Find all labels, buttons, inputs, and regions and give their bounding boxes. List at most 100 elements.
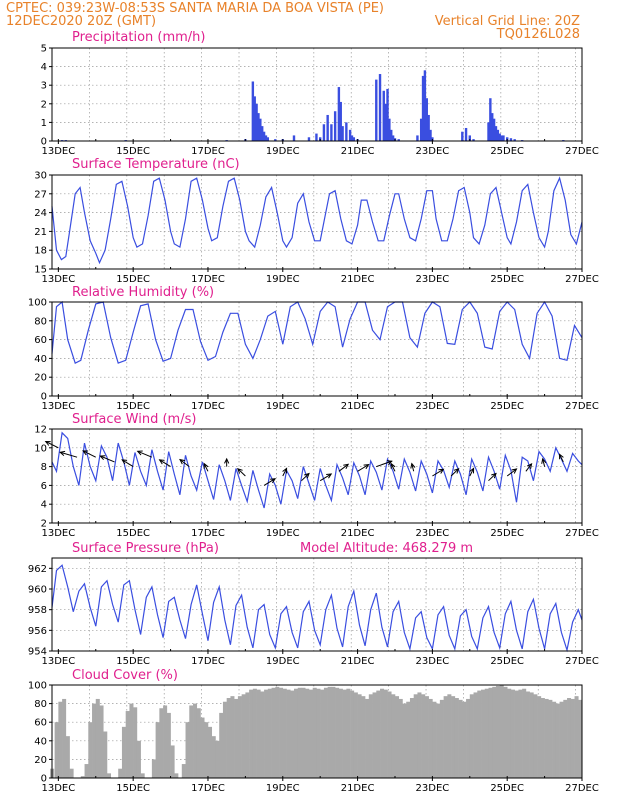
wind-arrowhead: [343, 463, 350, 470]
cloud-bar: [226, 698, 231, 778]
y-tick-label: 2: [41, 99, 47, 110]
wind-arrowhead: [82, 450, 89, 456]
wind-arrowhead: [270, 478, 277, 484]
cloud-bar: [391, 694, 396, 778]
cloud-bar: [271, 687, 276, 778]
x-tick-label: 13DEC: [41, 783, 75, 794]
header-run-time: 12DEC2020 20Z (GMT): [6, 14, 156, 29]
cloud-bar: [458, 699, 463, 778]
cloud-bar: [163, 705, 168, 778]
plot-frame: [51, 557, 583, 652]
x-tick-label: 27DEC: [565, 656, 599, 667]
cloud-bar: [555, 703, 560, 778]
wind-panel: Surface Wind (m/s) 2 4 6 8 10 12 13DEC 15DEC 17D…: [34, 412, 599, 539]
cloud-bar: [327, 686, 332, 778]
cloud-bar: [432, 701, 437, 778]
cloud-bar: [92, 703, 97, 778]
precip-bar: [397, 139, 400, 141]
cloud-bar: [69, 768, 74, 778]
precip-bar: [378, 74, 382, 141]
panel-title: Surface Wind (m/s): [72, 412, 196, 427]
cloud-bar: [297, 687, 302, 778]
cloud-bar: [353, 692, 358, 778]
cloud-bar: [398, 698, 403, 778]
y-tick-label: 956: [28, 626, 47, 637]
cloud-bar: [65, 736, 70, 778]
wind-arrowhead: [438, 468, 445, 474]
y-tick-label: 24: [34, 208, 47, 219]
cloud-bar: [567, 698, 572, 778]
precip-bar: [487, 122, 490, 141]
cloud-bar: [151, 759, 156, 778]
y-tick-label: 958: [28, 605, 47, 616]
y-tick-label: 40: [34, 736, 47, 747]
panel-title: Relative Humidity (%): [72, 285, 214, 300]
wind-vector: [282, 468, 288, 477]
wind-vector: [203, 463, 209, 472]
cloud-bar: [316, 688, 321, 778]
y-tick-label: 0: [41, 137, 47, 148]
y-tick-label: 100: [28, 681, 47, 692]
wind-arrowhead: [44, 440, 51, 446]
precip-bar: [350, 135, 354, 141]
wind-arrowhead: [136, 450, 143, 456]
wind-vector: [82, 450, 96, 458]
precip-bar: [492, 118, 496, 141]
wind-vector: [525, 463, 532, 472]
cloud-bar: [544, 698, 549, 778]
cloud-bar: [473, 692, 478, 778]
x-tick-label: 25DEC: [490, 146, 524, 157]
y-tick-label: 20: [34, 373, 47, 384]
temperature-panel: Surface Temperature (nC) 15 18 21 24 27 30 13D…: [34, 157, 599, 285]
precip-bar: [382, 90, 385, 141]
x-tick-label: 21DEC: [341, 274, 375, 285]
x-tick-label: 17DEC: [191, 401, 225, 412]
cloud-bar: [346, 688, 351, 778]
plot-frame: [51, 301, 583, 397]
y-tick-label: 960: [28, 585, 47, 596]
cloud-bar: [548, 699, 553, 778]
x-tick-label: 19DEC: [266, 146, 300, 157]
cloud-bar: [522, 688, 527, 778]
cloud-bar: [518, 689, 523, 778]
x-tick-label: 23DEC: [416, 656, 450, 667]
plot-frame: [51, 47, 583, 142]
y-tick-label: 18: [34, 246, 47, 257]
precip-bar: [509, 138, 513, 141]
cloud-bar: [249, 689, 254, 778]
series-line: [51, 176, 583, 265]
cloud-bar: [380, 688, 385, 778]
x-tick-label: 23DEC: [416, 274, 450, 285]
precip-bar: [498, 133, 501, 141]
precip-bar: [257, 113, 260, 141]
x-tick-label: 15DEC: [116, 401, 150, 412]
series-line: [51, 431, 583, 509]
cloud-bar: [368, 694, 373, 778]
precip-bar: [307, 137, 311, 141]
cloud-bar: [181, 764, 186, 778]
cloud-bar: [529, 692, 534, 778]
x-tick-label: 27DEC: [565, 274, 599, 285]
precip-bar: [375, 79, 378, 141]
y-tick-label: 962: [28, 564, 47, 575]
cloud-bar: [469, 694, 474, 778]
wind-vector: [469, 468, 475, 477]
cloud-bar: [196, 708, 201, 778]
cloud-bar: [424, 696, 429, 778]
precip-bar: [262, 131, 266, 141]
cloud-bar: [436, 703, 441, 778]
x-tick-label: 15DEC: [116, 656, 150, 667]
cloud-bar: [54, 722, 59, 778]
x-tick-label: 15DEC: [116, 146, 150, 157]
x-tick-label: 15DEC: [116, 783, 150, 794]
wind-arrowhead: [541, 457, 547, 464]
wind-vector: [179, 459, 190, 467]
header: CPTEC: 039:23W-08:53S SANTA MARIA DA BOA…: [6, 1, 580, 42]
cloud-bar: [357, 694, 362, 778]
cloud-bar: [499, 685, 504, 778]
precip-bar: [461, 131, 464, 141]
y-tick-label: 30: [34, 171, 47, 182]
panel-title: Precipitation (mm/h): [72, 30, 205, 45]
cloud-bar: [140, 773, 145, 778]
precip-bar: [496, 129, 500, 141]
